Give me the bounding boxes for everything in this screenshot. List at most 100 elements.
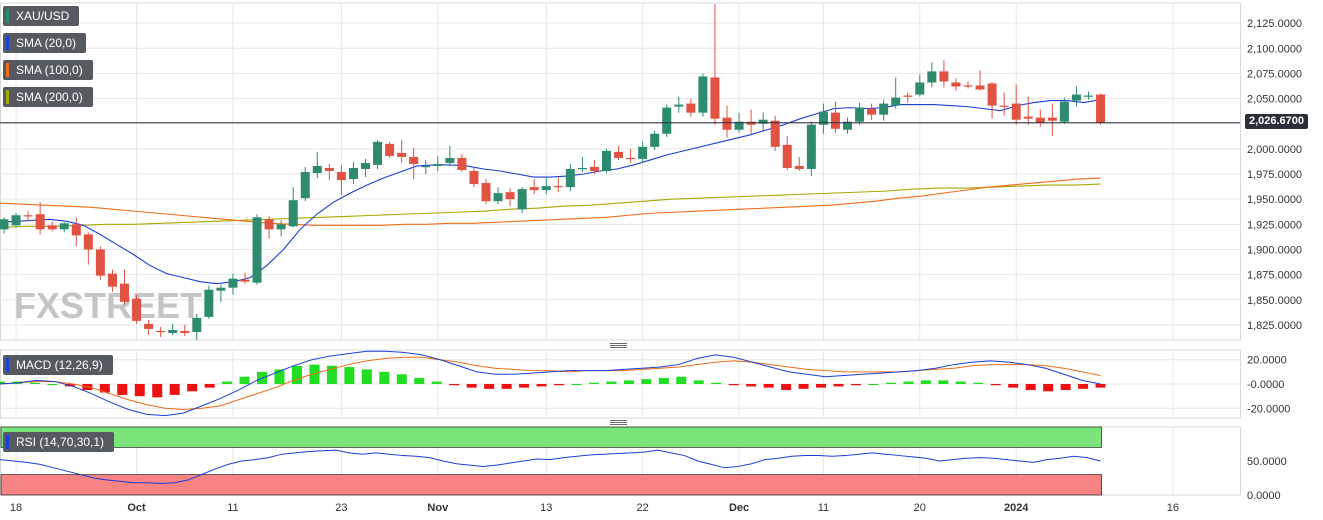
panel-resize-handle-icon[interactable] <box>610 343 627 348</box>
macd-histogram-bar <box>274 369 285 384</box>
candle-body <box>385 143 395 156</box>
macd-histogram-bar <box>222 381 233 384</box>
candle-body <box>770 120 780 147</box>
rsi-tick-label: 0.0000 <box>1247 490 1281 502</box>
candle <box>927 62 937 88</box>
legend-item-sma20[interactable]: SMA (20,0) <box>3 33 87 53</box>
candle <box>493 187 503 205</box>
candle-body <box>553 186 563 188</box>
macd-histogram-bar <box>519 384 530 388</box>
rsi-line <box>0 449 1101 484</box>
legend-item-rsi[interactable]: RSI (14,70,30,1) <box>3 432 115 452</box>
legend-label: SMA (100,0) <box>16 63 83 77</box>
legend-item-xauusd[interactable]: XAU/USD <box>3 6 80 26</box>
price-tick-label: 1,875.0000 <box>1247 270 1302 282</box>
candle <box>71 217 81 247</box>
rsi-oversold-zone <box>0 474 1102 496</box>
candle-body <box>445 157 455 163</box>
macd-histogram-bar <box>291 365 302 384</box>
candle <box>409 147 419 180</box>
macd-histogram-bar <box>623 380 634 384</box>
candle-body <box>324 167 334 171</box>
macd-tick-label: -20.0000 <box>1247 403 1290 415</box>
candle <box>421 159 431 175</box>
macd-histogram-bar <box>693 380 704 384</box>
candle <box>59 222 69 233</box>
candle-body <box>855 107 865 122</box>
price-tick-label: 1,825.0000 <box>1247 320 1302 332</box>
macd-histogram-bar <box>1025 384 1036 391</box>
time-tick-label: 16 <box>1167 502 1179 514</box>
time-tick-label: 20 <box>914 502 926 514</box>
macd-histogram-bar <box>1095 384 1106 388</box>
legend-label: RSI (14,70,30,1) <box>16 435 105 449</box>
candle-body <box>1011 103 1021 120</box>
macd-histogram-bar <box>379 371 390 384</box>
panel-resize-handle-icon[interactable] <box>610 420 627 425</box>
candle <box>95 246 105 280</box>
macd-histogram-bar <box>29 382 40 384</box>
candle-body <box>758 119 768 124</box>
candle-body <box>975 85 985 90</box>
rsi-overbought-zone <box>0 426 1102 448</box>
candle-body <box>240 279 250 282</box>
macd-histogram-bar <box>152 384 163 398</box>
legend-label: XAU/USD <box>16 9 70 23</box>
time-tick-label: 13 <box>540 502 552 514</box>
legend-label: MACD (12,26,9) <box>16 358 103 372</box>
candle-body <box>1047 117 1057 121</box>
candle-body <box>216 287 226 291</box>
candle <box>1035 109 1045 127</box>
macd-histogram-bar <box>396 374 407 384</box>
legend-item-sma200[interactable]: SMA (200,0) <box>3 87 93 107</box>
candle <box>565 163 575 192</box>
candle <box>204 285 214 319</box>
candle-body <box>59 223 69 230</box>
candle-body <box>409 156 419 164</box>
price-tick-label: 2,050.0000 <box>1247 94 1302 106</box>
macd-histogram-bar <box>309 364 320 384</box>
macd-histogram-bar <box>204 384 215 388</box>
candle-body <box>951 82 961 87</box>
macd-histogram-bar <box>658 377 669 384</box>
legend-item-macd[interactable]: MACD (12,26,9) <box>3 355 113 375</box>
candle <box>107 269 117 292</box>
sma200-line <box>0 183 1101 228</box>
candle-body <box>614 151 624 158</box>
candle-body <box>107 273 117 287</box>
candle <box>1059 97 1069 124</box>
legend-item-sma100[interactable]: SMA (100,0) <box>3 60 93 80</box>
candle <box>276 220 286 237</box>
candle-body <box>650 133 660 147</box>
candle <box>698 73 708 117</box>
candle <box>770 115 780 151</box>
macd-histogram-bar <box>833 384 844 387</box>
candle <box>686 98 696 117</box>
macd-histogram-bar <box>868 384 879 385</box>
candle <box>373 139 383 169</box>
rsi-tick-label: 50.0000 <box>1247 456 1287 468</box>
macd-panel <box>0 350 1106 417</box>
candle-body <box>867 108 877 115</box>
candle-body <box>300 172 310 199</box>
last-price-tag: 2,026.6700 <box>1245 114 1308 129</box>
macd-histogram-bar <box>484 384 495 389</box>
candle <box>397 139 407 163</box>
candle <box>650 130 660 150</box>
candle <box>1084 91 1093 100</box>
candle <box>710 4 720 125</box>
candle <box>638 141 648 163</box>
candle <box>626 148 636 163</box>
candle-body <box>1023 116 1033 119</box>
candle <box>312 151 322 179</box>
candle-body <box>999 105 1009 107</box>
candle-body <box>23 215 33 217</box>
macd-tick-label: 20.0000 <box>1247 355 1287 367</box>
candle-body <box>746 121 756 125</box>
candle-body <box>517 189 527 210</box>
candle-body <box>469 170 479 185</box>
macd-histogram-bar <box>47 384 58 385</box>
candle-body <box>457 157 467 170</box>
candle <box>469 167 479 188</box>
